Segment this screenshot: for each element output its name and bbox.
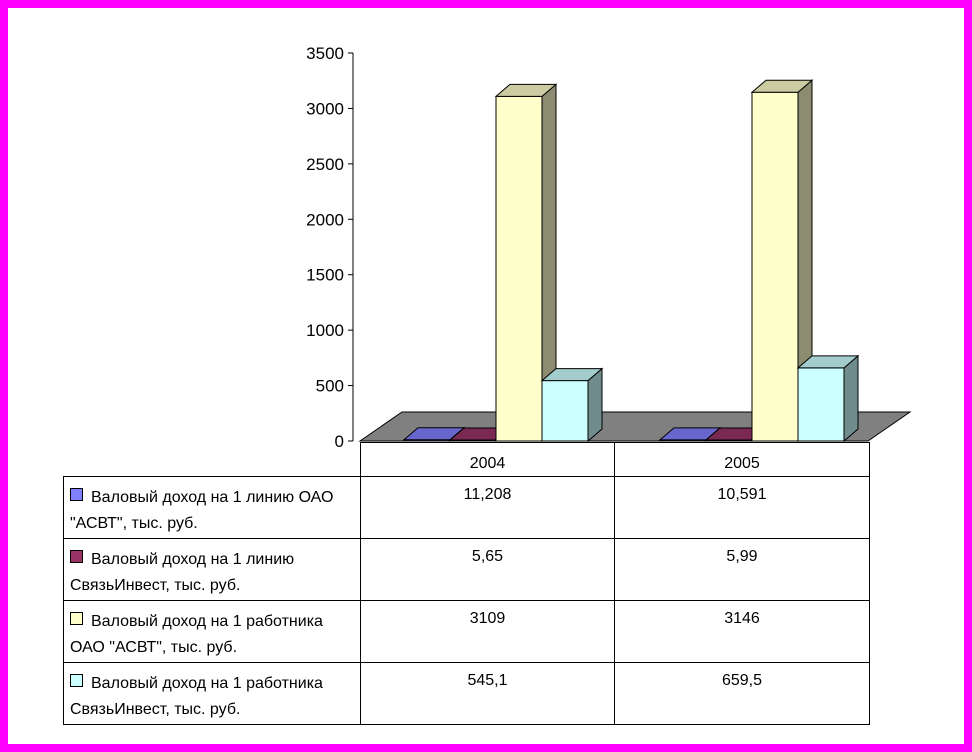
bar-top	[540, 368, 604, 382]
y-tick-label: 500	[316, 377, 344, 396]
series-name: Валовый доход на 1 линию СвязьИнвест, ты…	[70, 551, 295, 594]
y-tick-label: 2500	[306, 155, 344, 174]
table-row: Валовый доход на 1 линию ОАО "АСВТ", тыс…	[63, 476, 870, 539]
data-label: 11,208	[360, 476, 615, 539]
data-label: 3109	[360, 600, 615, 663]
bar-top	[796, 355, 860, 369]
chart-frame: 0 500 1000 1500 2000 2500 3000 3500 2004 2005 В…	[8, 8, 964, 744]
category-row: 2004 2005	[63, 442, 870, 477]
series-name-cell: Валовый доход на 1 линию ОАО "АСВТ", тыс…	[63, 476, 361, 539]
series-name-cell: Валовый доход на 1 линию СвязьИнвест, ты…	[63, 538, 361, 601]
category-label: 2004	[360, 442, 615, 477]
series-name-cell: Валовый доход на 1 работника СвязьИнвест…	[63, 662, 361, 725]
series-name-cell: Валовый доход на 1 работника ОАО "АСВТ",…	[63, 600, 361, 663]
data-label: 545,1	[360, 662, 615, 725]
series-name: Валовый доход на 1 линию ОАО "АСВТ", тыс…	[70, 489, 334, 532]
data-table: 2004 2005 Валовый доход на 1 линию ОАО "…	[63, 442, 870, 725]
bar-top	[494, 83, 558, 97]
y-tick-label: 3500	[306, 44, 344, 63]
y-tick-label: 3000	[306, 99, 344, 118]
y-tick-label: 1000	[306, 321, 344, 340]
y-tick-label: 2000	[306, 210, 344, 229]
y-tick-label: 0	[335, 432, 344, 448]
series-name: Валовый доход на 1 работника СвязьИнвест…	[70, 675, 323, 718]
data-label: 5,99	[614, 538, 870, 601]
bar-top	[750, 79, 814, 93]
bar	[541, 380, 589, 442]
legend-key	[70, 488, 83, 501]
bar	[797, 367, 845, 442]
bar-side	[843, 354, 859, 443]
y-tick-label: 1500	[306, 266, 344, 285]
data-label: 659,5	[614, 662, 870, 725]
data-label: 10,591	[614, 476, 870, 539]
bar-side	[587, 367, 603, 443]
table-corner	[63, 442, 361, 477]
category-label: 2005	[614, 442, 870, 477]
bar	[495, 95, 543, 442]
table-row: Валовый доход на 1 работника СвязьИнвест…	[63, 662, 870, 725]
legend-key	[70, 550, 83, 563]
data-label: 5,65	[360, 538, 615, 601]
table-row: Валовый доход на 1 работника ОАО "АСВТ",…	[63, 600, 870, 663]
bar	[751, 91, 799, 442]
legend-key	[70, 612, 83, 625]
data-label: 3146	[614, 600, 870, 663]
table-row: Валовый доход на 1 линию СвязьИнвест, ты…	[63, 538, 870, 601]
legend-key	[70, 674, 83, 687]
series-name: Валовый доход на 1 работника ОАО "АСВТ",…	[70, 613, 323, 656]
chart-plot: 0 500 1000 1500 2000 2500 3000 3500	[306, 44, 912, 448]
